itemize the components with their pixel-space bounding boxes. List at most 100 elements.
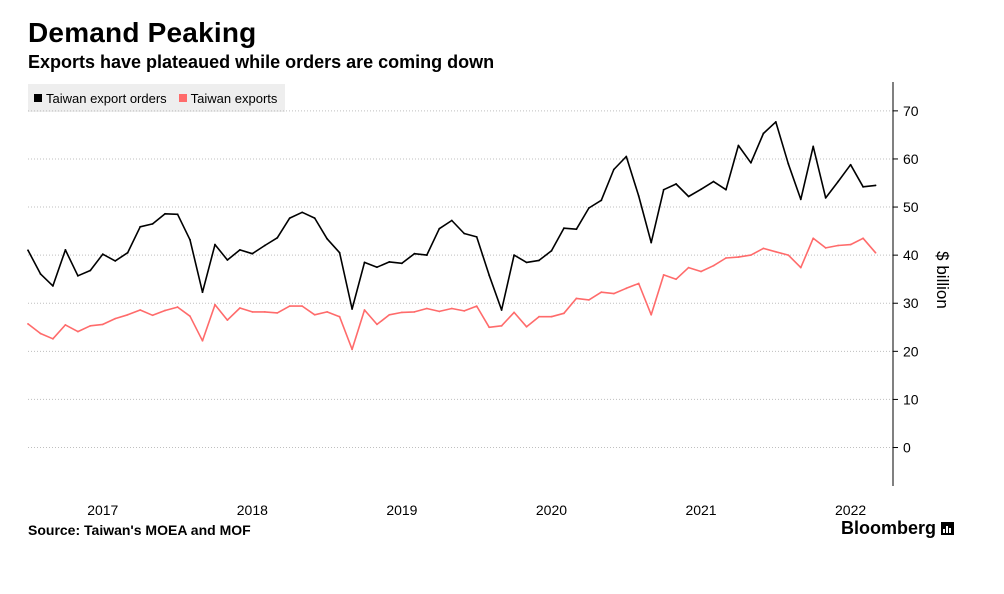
data-point-exports-2016-07: [27, 323, 29, 325]
y-tick-label-40: 40: [903, 247, 919, 263]
chart-subtitle: Exports have plateaued while orders are …: [28, 52, 495, 72]
data-point-exports-2018-05: [301, 305, 304, 308]
data-point-exports-2019-11: [525, 325, 528, 328]
data-point-orders-2018-09: [351, 308, 353, 310]
data-point-exports-2019-08: [488, 326, 491, 329]
data-point-exports-2020-03: [575, 297, 578, 300]
data-point-orders-2018-08: [338, 251, 341, 254]
data-point-orders-2021-04: [737, 144, 740, 147]
y-tick-label-20: 20: [903, 343, 919, 359]
data-point-orders-2020-04: [587, 207, 590, 209]
data-point-orders-2020-02: [563, 227, 565, 230]
data-point-exports-2018-02: [263, 310, 266, 313]
legend-item-orders: Taiwan export orders: [34, 91, 167, 106]
data-point-exports-2021-08: [787, 254, 790, 257]
data-point-exports-2020-10: [662, 273, 665, 276]
data-point-exports-2016-10: [64, 323, 67, 326]
data-point-exports-2017-07: [176, 306, 179, 308]
x-tick-label-2020: 2020: [536, 502, 567, 518]
data-point-exports-2020-12: [687, 266, 690, 269]
data-point-orders-2021-01: [700, 188, 702, 191]
data-point-orders-2020-08: [637, 195, 640, 197]
data-point-exports-2021-02: [712, 264, 715, 267]
data-point-orders-2019-12: [538, 259, 540, 262]
data-point-exports-2019-04: [438, 310, 441, 313]
data-point-orders-2017-02: [114, 260, 117, 262]
data-point-orders-2017-12: [238, 248, 241, 251]
data-point-exports-2018-04: [288, 305, 291, 308]
data-point-orders-2017-09: [201, 291, 204, 294]
data-point-exports-2018-01: [251, 310, 254, 313]
data-point-exports-2022-02: [862, 237, 864, 240]
legend-swatch-exports: [178, 94, 187, 102]
data-point-orders-2021-10: [812, 145, 815, 148]
data-point-exports-2017-04: [139, 309, 142, 311]
y-tick-label-10: 10: [903, 391, 919, 407]
data-point-exports-2020-07: [625, 287, 628, 290]
data-point-orders-2019-07: [475, 235, 478, 238]
data-point-orders-2020-03: [575, 228, 578, 231]
data-point-exports-2017-08: [189, 315, 191, 318]
y-tick-label-30: 30: [903, 295, 919, 311]
data-point-orders-2020-11: [675, 183, 678, 185]
data-point-orders-2016-12: [89, 269, 92, 272]
bloomberg-terminal-icon: [941, 522, 954, 535]
data-point-exports-2017-06: [164, 309, 167, 312]
data-point-orders-2017-06: [164, 212, 167, 215]
y-tick-label-50: 50: [903, 199, 919, 215]
data-point-exports-2017-05: [151, 314, 154, 317]
data-point-exports-2017-10: [214, 303, 216, 306]
data-point-exports-2021-10: [812, 237, 815, 240]
data-point-orders-2021-12: [837, 180, 840, 183]
data-point-orders-2016-09: [52, 285, 54, 287]
data-point-exports-2019-09: [500, 324, 503, 327]
data-point-exports-2021-01: [700, 270, 702, 273]
data-point-orders-2017-03: [126, 251, 129, 254]
data-point-orders-2018-06: [313, 217, 316, 220]
data-point-orders-2016-07: [27, 249, 29, 252]
data-point-orders-2016-11: [76, 274, 79, 277]
data-point-orders-2019-04: [438, 227, 441, 230]
data-point-orders-2021-03: [725, 188, 727, 191]
data-point-orders-2021-07: [774, 121, 777, 123]
data-point-exports-2019-05: [450, 307, 453, 310]
legend-label-orders: Taiwan export orders: [46, 90, 167, 106]
data-point-exports-2017-01: [101, 323, 104, 326]
data-point-orders-2019-01: [401, 262, 403, 265]
data-point-exports-2017-09: [201, 339, 204, 342]
data-point-exports-2016-09: [52, 337, 54, 340]
data-point-exports-2018-10: [363, 309, 366, 311]
data-point-exports-2018-08: [338, 315, 341, 318]
data-point-orders-2019-03: [425, 254, 428, 257]
data-point-orders-2018-11: [376, 266, 378, 269]
data-point-exports-2021-06: [762, 247, 765, 250]
data-point-orders-2019-02: [413, 252, 416, 255]
data-point-exports-2017-02: [114, 317, 117, 320]
data-point-orders-2022-02: [862, 185, 864, 188]
data-point-orders-2017-08: [189, 238, 191, 241]
y-tick-label-0: 0: [903, 440, 911, 456]
data-point-orders-2020-10: [662, 188, 665, 191]
data-point-exports-2021-04: [737, 256, 740, 258]
data-point-orders-2017-05: [151, 222, 154, 225]
data-point-exports-2022-03: [874, 251, 877, 254]
data-point-orders-2020-12: [687, 195, 690, 198]
data-point-exports-2018-09: [351, 348, 353, 351]
data-point-exports-2016-12: [89, 324, 92, 327]
x-tick-label-2021: 2021: [685, 502, 716, 518]
data-point-orders-2018-04: [288, 217, 291, 220]
data-point-exports-2021-12: [837, 244, 840, 247]
data-point-exports-2016-08: [39, 332, 42, 335]
data-point-orders-2017-10: [214, 243, 216, 246]
data-point-orders-2017-07: [176, 213, 179, 216]
chart-legend: Taiwan export orders Taiwan exports: [28, 84, 286, 112]
legend-label-exports: Taiwan exports: [190, 90, 278, 106]
data-point-exports-2018-12: [388, 313, 391, 316]
data-point-orders-2019-11: [525, 261, 528, 264]
data-point-exports-2017-03: [126, 313, 129, 316]
data-point-exports-2017-12: [238, 307, 241, 309]
y-tick-label-60: 60: [903, 151, 919, 167]
data-point-exports-2020-04: [587, 298, 590, 301]
y-axis-title: $ billion: [933, 251, 952, 309]
